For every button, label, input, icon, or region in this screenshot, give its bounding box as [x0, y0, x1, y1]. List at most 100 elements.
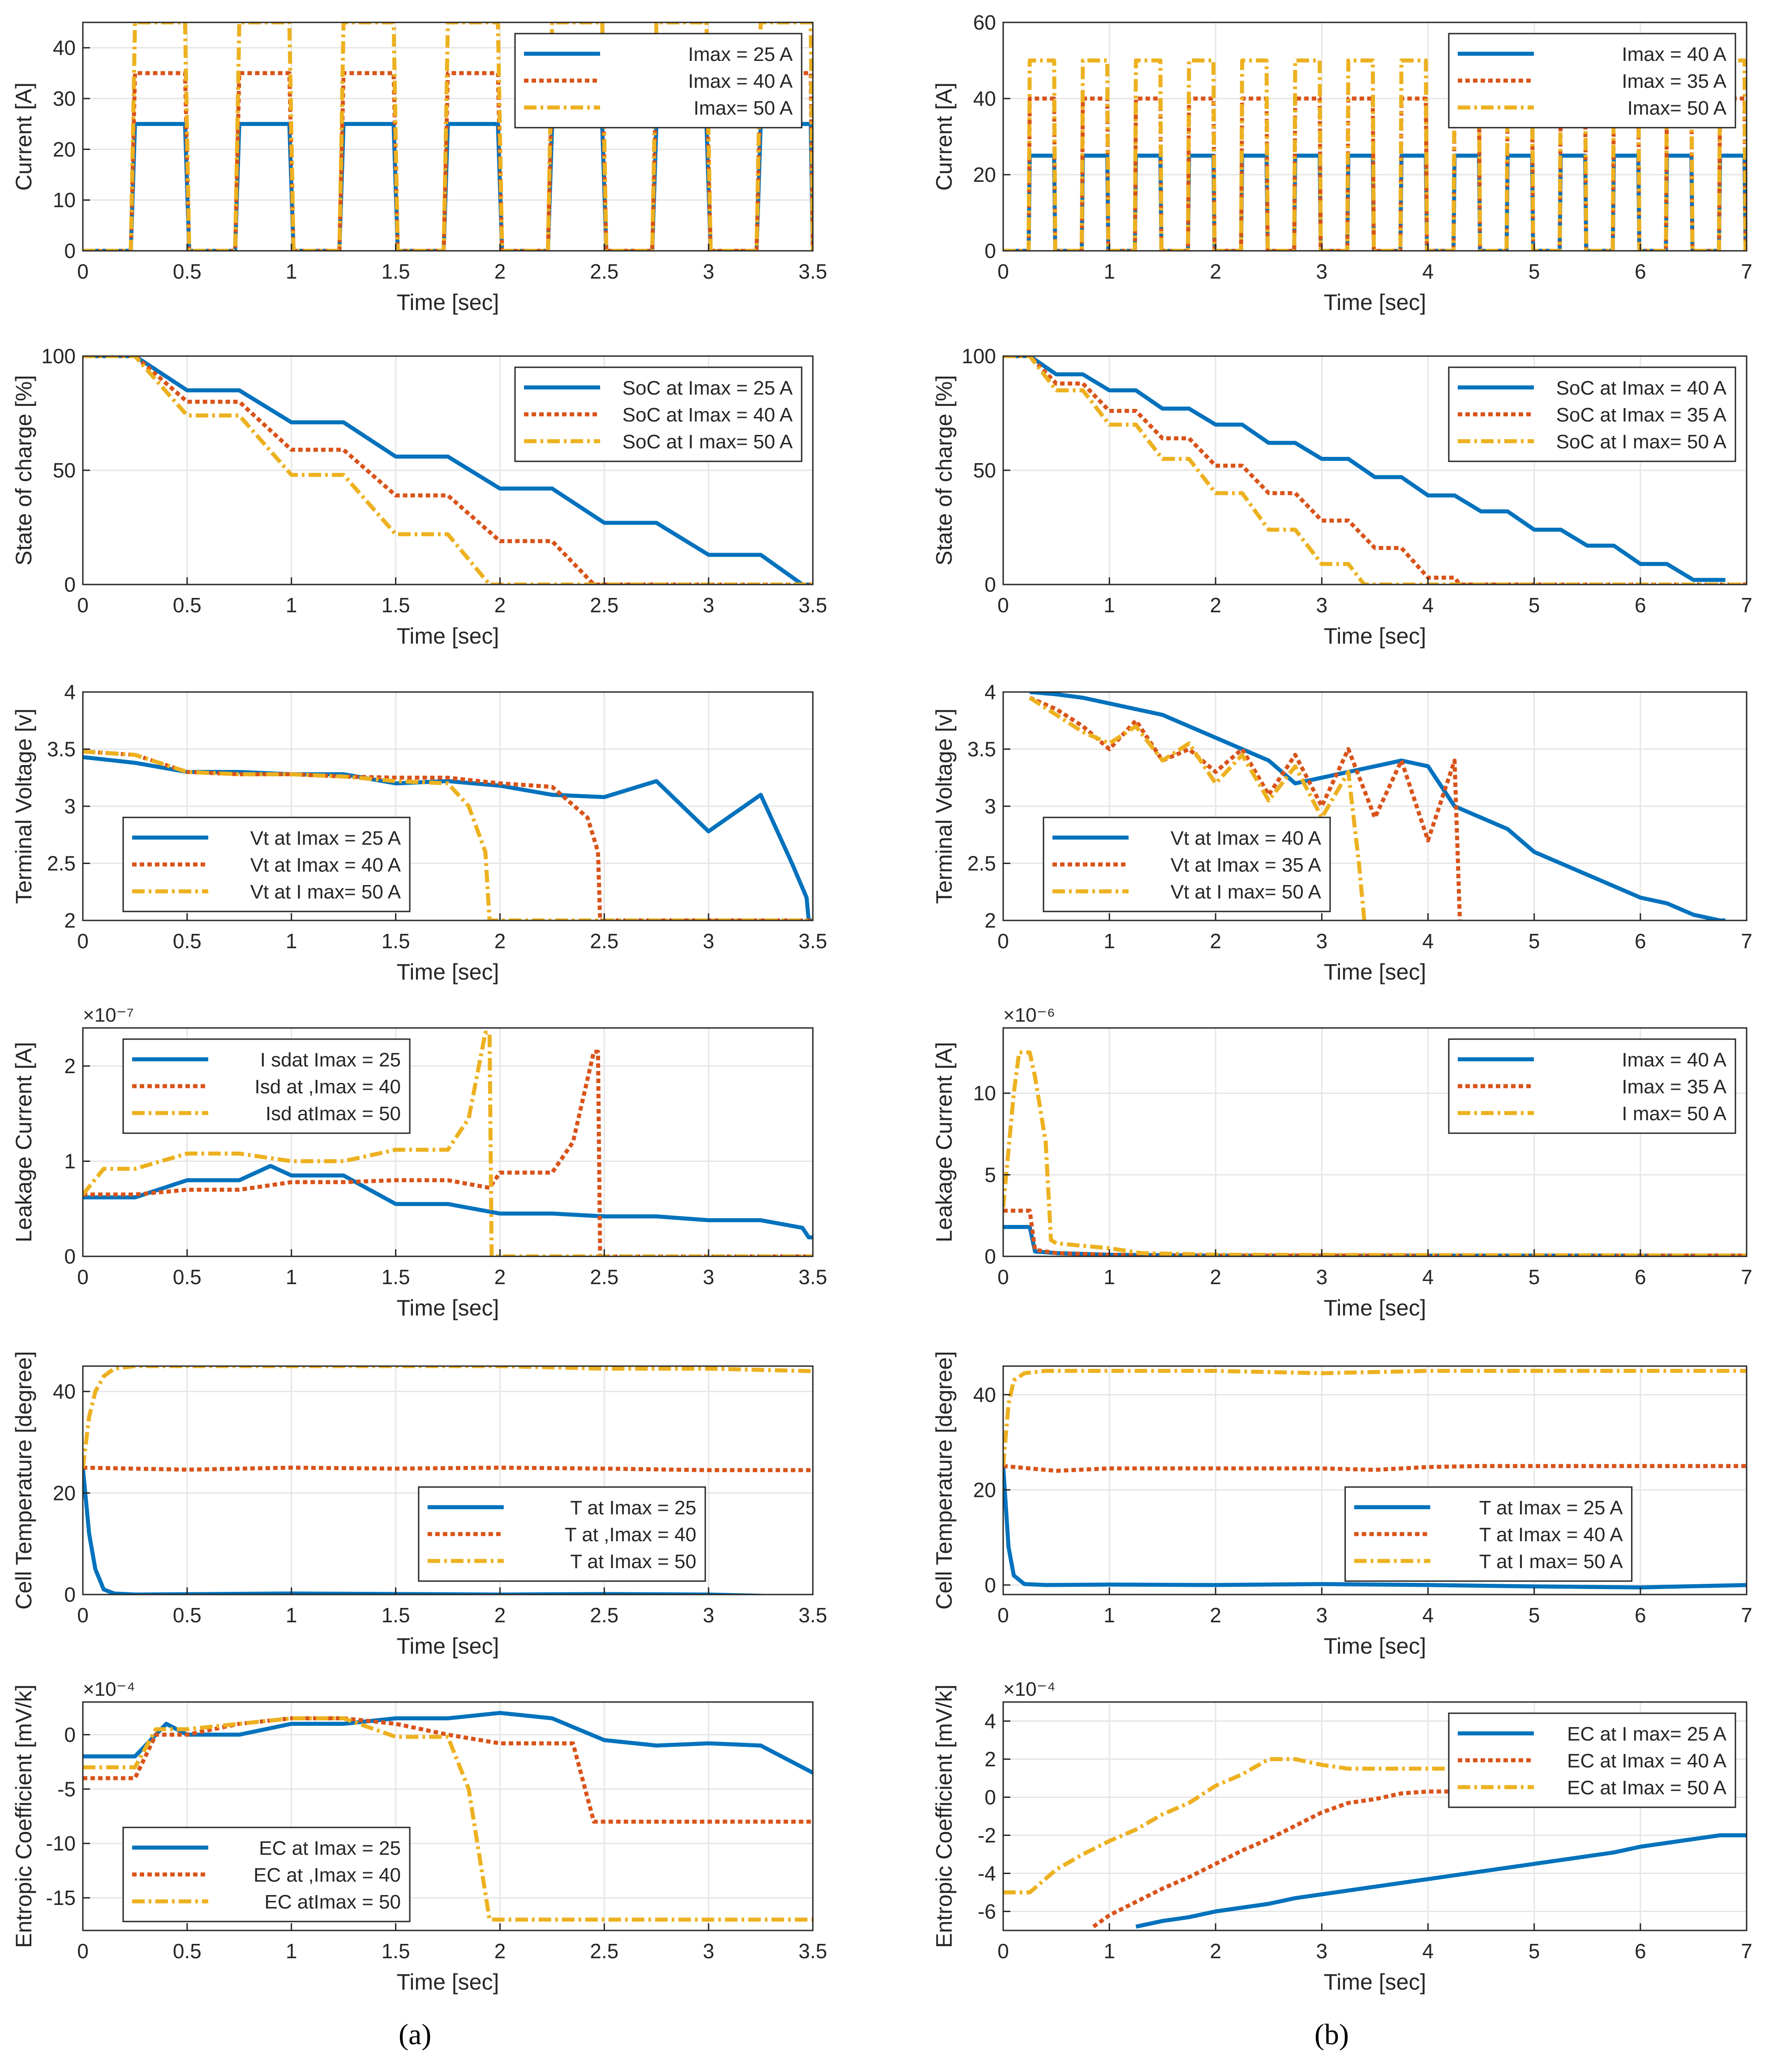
- x-tick-label: 5: [1529, 593, 1540, 617]
- x-tick-label: 3: [1316, 929, 1328, 953]
- chart-b-3: 0 1 2 3 4 5 6 7 2 2.5 3 3.5 4 Time [sec] Terminal Volt…: [932, 680, 1752, 984]
- y-tick-label: 2.5: [967, 852, 996, 875]
- series-line-1: [83, 1711, 813, 1775]
- legend-label-3: SoC at I max= 50 A: [1556, 431, 1727, 453]
- x-tick-label: 2: [1210, 1265, 1221, 1289]
- x-axis-label: Time [sec]: [1324, 623, 1426, 649]
- x-tick-label: 0.5: [173, 1265, 202, 1289]
- chart-b-2: 0 1 2 3 4 5 6 7 0 50 100 Time [sec] State of charge …: [932, 344, 1752, 649]
- series-line-2: [83, 1049, 813, 1256]
- x-axis-label: Time [sec]: [1324, 1295, 1426, 1320]
- x-tick-label: 3: [703, 929, 714, 953]
- legend-label-1: SoC at Imax = 25 A: [623, 377, 793, 399]
- legend-label-1: EC at I max= 25 A: [1567, 1723, 1726, 1745]
- y-tick-label: 2: [64, 1054, 76, 1078]
- legend-label-3: I max= 50 A: [1622, 1103, 1726, 1125]
- legend-label-1: T at Imax = 25: [570, 1497, 696, 1519]
- x-tick-label: 0: [997, 260, 1009, 283]
- x-tick-label: 3.5: [799, 1603, 827, 1627]
- x-tick-label: 7: [1741, 1265, 1752, 1289]
- chart-a-5: 0 0.5 1 1.5 2 2.5 3 3.5 0 20 40 Time [sec] Cell Temp…: [11, 1351, 827, 1659]
- y-tick-label: 2: [984, 909, 996, 932]
- y-axis-label: Entropic Coefficient [mV/k]: [11, 1685, 36, 1948]
- x-tick-label: 1: [286, 260, 297, 283]
- x-tick-label: 5: [1529, 1265, 1540, 1289]
- x-tick-label: 4: [1422, 929, 1434, 953]
- caption-b: (b): [1314, 2018, 1349, 2051]
- y-tick-label: 0: [64, 1583, 76, 1606]
- legend: EC at I max= 25 A EC at Imax = 40 A EC at …: [1448, 1712, 1736, 1808]
- y-tick-label: 3: [64, 795, 76, 818]
- legend-label-2: SoC at Imax = 40 A: [623, 404, 793, 426]
- axis-box: [82, 21, 814, 252]
- series-group: [1003, 1757, 1747, 1929]
- axis-box: [82, 1701, 814, 1931]
- series-group: [1003, 356, 1747, 585]
- x-tick-label: 2.5: [590, 1265, 618, 1289]
- legend: Vt at Imax = 40 A Vt at Imax = 35 A Vt at …: [1043, 817, 1331, 912]
- x-tick-label: 1.5: [382, 1939, 410, 1963]
- x-tick-label: 0.5: [173, 1939, 202, 1963]
- legend-label-2: Imax = 35 A: [1622, 1076, 1726, 1098]
- y-axis-label: Leakage Current [A]: [932, 1042, 957, 1242]
- x-tick-label: 2: [1210, 1603, 1221, 1627]
- x-tick-label: 7: [1741, 593, 1752, 617]
- legend-label-1: Vt at Imax = 40 A: [1171, 827, 1322, 849]
- x-tick-label: 0: [997, 593, 1009, 617]
- chart-a-3: 0 0.5 1 1.5 2 2.5 3 3.5 2 2.5 3 3.5 4 Time [sec] Termi…: [11, 680, 827, 984]
- y-tick-label: -2: [978, 1824, 996, 1847]
- y-tick-label: 60: [973, 11, 996, 34]
- series-group: [83, 1711, 813, 1922]
- x-tick-label: 1: [286, 929, 297, 953]
- x-tick-label: 0.5: [173, 593, 202, 617]
- axis-box: [82, 1365, 814, 1595]
- legend-label-2: T at Imax = 40 A: [1479, 1524, 1623, 1546]
- series-line-3: [1003, 1757, 1534, 1895]
- x-tick-label: 2: [494, 1939, 506, 1963]
- axis-box: [1002, 1701, 1748, 1931]
- x-axis-label: Time [sec]: [397, 1634, 499, 1659]
- x-tick-label: 0: [77, 593, 89, 617]
- x-tick-label: 1.5: [382, 1603, 410, 1627]
- y-tick-label: 0: [64, 1245, 76, 1268]
- caption-a: (a): [399, 2018, 432, 2051]
- legend-label-1: Imax = 25 A: [688, 43, 793, 65]
- x-tick-label: 3: [1316, 593, 1328, 617]
- x-tick-label: 5: [1529, 929, 1540, 953]
- y-tick-label: 4: [64, 680, 76, 704]
- x-tick-label: 6: [1635, 1265, 1646, 1289]
- x-tick-label: 0: [77, 1603, 89, 1627]
- y-axis-label: Terminal Voltage [v]: [932, 709, 957, 904]
- x-tick-label: 2.5: [590, 260, 618, 283]
- x-tick-label: 3: [1316, 1939, 1328, 1963]
- x-tick-label: 3: [703, 1603, 714, 1627]
- y-tick-label: -15: [46, 1886, 76, 1909]
- y-exponent: ×10⁻⁷: [83, 1004, 134, 1026]
- series-line-1: [1029, 692, 1726, 920]
- y-tick-label: 0: [64, 1723, 76, 1746]
- legend-label-1: Imax = 40 A: [1622, 43, 1726, 65]
- x-tick-label: 0: [997, 1939, 1009, 1963]
- y-exponent: ×10⁻⁶: [1003, 1004, 1055, 1026]
- y-tick-label: -6: [978, 1900, 996, 1923]
- x-tick-label: 0.5: [173, 929, 202, 953]
- y-axis-label: State of charge [%]: [932, 375, 957, 565]
- x-tick-label: 0.5: [173, 1603, 202, 1627]
- chart-a-4: 0 0.5 1 1.5 2 2.5 3 3.5 0 1 2 ×10⁻⁷ Time [sec] Leakag…: [11, 1004, 827, 1320]
- x-tick-label: 1: [1103, 929, 1115, 953]
- series-line-3: [83, 1031, 813, 1256]
- x-tick-label: 4: [1422, 1939, 1434, 1963]
- axis-box: [1002, 21, 1748, 252]
- series-line-1: [1003, 356, 1726, 582]
- x-tick-label: 4: [1422, 260, 1434, 283]
- series-group: [1003, 1369, 1747, 1590]
- x-tick-label: 7: [1741, 260, 1752, 283]
- axis-box: [1002, 1365, 1748, 1595]
- x-tick-label: 3: [1316, 1265, 1328, 1289]
- series-line-1: [1003, 1466, 1747, 1590]
- axis-box: [1002, 1027, 1748, 1257]
- x-tick-label: 0: [77, 1939, 89, 1963]
- y-tick-label: 2: [64, 909, 76, 932]
- series-line-2: [1003, 1464, 1747, 1473]
- series-line-2: [1003, 356, 1747, 585]
